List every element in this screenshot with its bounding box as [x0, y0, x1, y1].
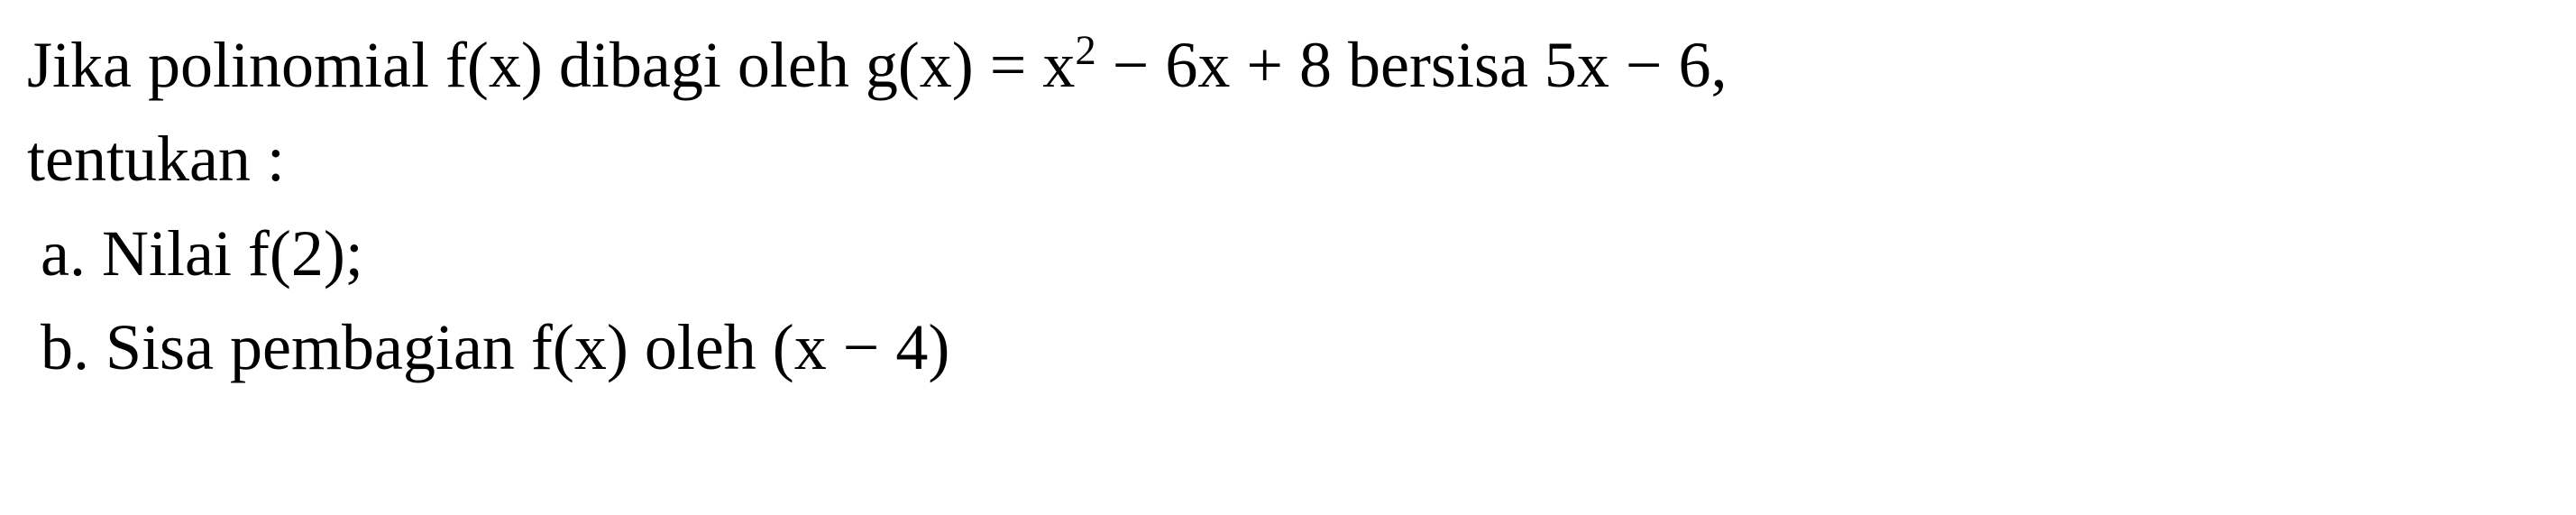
text-segment: Jika polinomial f(x) dibagi oleh g(x) = … [27, 29, 1075, 101]
sub-question-b: b. Sisa pembagian f(x) oleh (x − 4) [27, 300, 2549, 394]
problem-statement-line1: Jika polinomial f(x) dibagi oleh g(x) = … [27, 18, 2549, 112]
problem-statement-line2: tentukan : [27, 112, 2549, 206]
exponent: 2 [1075, 27, 1095, 74]
sub-question-a: a. Nilai f(2); [27, 207, 2549, 300]
text-segment: − 6x + 8 bersisa 5x − 6, [1096, 29, 1728, 101]
math-problem: Jika polinomial f(x) dibagi oleh g(x) = … [27, 18, 2549, 395]
